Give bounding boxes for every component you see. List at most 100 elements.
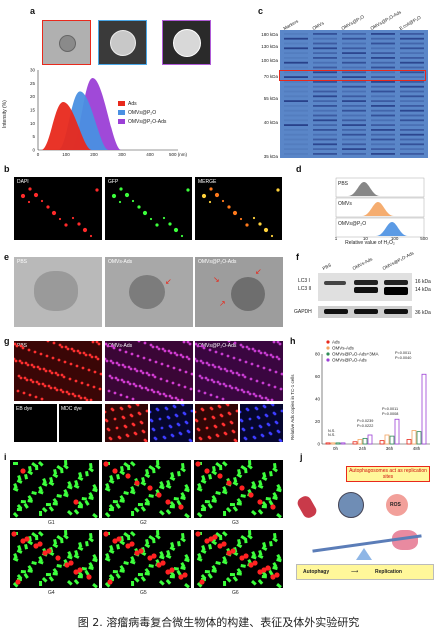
live-cell: [158, 510, 165, 516]
g-omvs-p2o-ads: OMVs@P₂O-Ads: [195, 341, 283, 401]
live-cell: [221, 461, 228, 467]
stain-dot: [159, 377, 163, 381]
gel-band: [371, 57, 395, 59]
stain-dot: [152, 428, 156, 432]
live-cell: [88, 467, 94, 473]
cell-dot: [95, 188, 99, 192]
panel-h-label: h: [290, 336, 296, 346]
stain-dot: [210, 407, 214, 411]
stain-dot: [74, 379, 78, 383]
live-dead-panel: [102, 530, 191, 588]
gel-band: [342, 129, 366, 131]
stain-dot: [49, 386, 53, 390]
gel-band: [400, 153, 424, 155]
stain-dot: [109, 359, 113, 363]
gel-band: [342, 52, 366, 54]
stain-dot: [111, 361, 115, 365]
h-xtick: 24h: [359, 446, 367, 451]
gel-band: [284, 57, 308, 59]
h-annotation: N.S.: [328, 433, 335, 437]
stain-dot: [162, 392, 166, 396]
live-cell: [88, 565, 94, 571]
tem-cell-omvs-p2o-ads: OMVs@P₂O-Ads ↘ ↙ ↗: [195, 257, 283, 327]
live-cell: [200, 549, 207, 554]
flow-row-frame: [335, 177, 425, 198]
stain-dot: [175, 353, 179, 357]
live-cell: [176, 500, 182, 506]
live-cell: [129, 461, 136, 467]
h-ytick: 20: [315, 419, 321, 424]
stain-dot: [214, 425, 218, 429]
wb-kda-36: 36 kDa: [415, 310, 431, 316]
panel-d-label: d: [296, 164, 302, 174]
stain-dot: [245, 345, 249, 349]
gel-band: [400, 57, 424, 59]
h-legend-label: OMVs@P₂O-Ads+3MA: [332, 352, 378, 357]
live-cell: [169, 501, 176, 507]
live-cell: [108, 479, 115, 484]
gel-band: [284, 76, 308, 78]
dead-cell: [134, 550, 140, 556]
gel-band: [313, 109, 337, 112]
stain-dot: [31, 380, 35, 384]
tem-cell-omvs-ads: OMVs-Ads ↙: [105, 257, 193, 327]
stain-dot: [264, 396, 268, 400]
stain-dot: [145, 371, 149, 375]
gel-band: [284, 153, 308, 155]
stain-dot: [156, 390, 160, 394]
stain-dot: [134, 432, 138, 436]
gel-band: [371, 100, 395, 102]
live-cell: [184, 488, 190, 493]
stain-dot: [196, 344, 200, 348]
live-cell: [64, 460, 68, 466]
stain-dot: [273, 385, 277, 389]
stain-dot: [228, 412, 232, 416]
cell-dot: [180, 234, 184, 238]
live-cell: [85, 540, 89, 547]
stain-dot: [275, 421, 279, 425]
stain-dot: [252, 392, 256, 396]
gel-band: [284, 42, 308, 45]
live-cell: [273, 463, 277, 469]
live-cell: [52, 543, 59, 549]
dls-xtick: 300: [118, 152, 126, 157]
live-cell: [250, 580, 257, 586]
gel-band: [400, 129, 424, 131]
stain-dot: [244, 437, 248, 441]
cell-dot: [201, 193, 207, 199]
live-cell: [145, 469, 150, 475]
stain-dot: [153, 375, 157, 379]
stain-dot: [180, 398, 184, 401]
g-eb-dye: EB dye: [14, 404, 57, 442]
gel-band: [284, 100, 308, 102]
gel-kda-label: 100 kDa: [261, 58, 278, 63]
live-cell: [247, 464, 253, 470]
stain-dot: [82, 351, 86, 355]
h-bar: [352, 441, 358, 445]
gel-band: [371, 33, 395, 35]
stain-dot: [248, 417, 252, 421]
gel-band: [284, 66, 308, 69]
stain-dot: [96, 357, 100, 361]
tem-cell-pbs: PBS: [14, 257, 102, 327]
stain-dot: [267, 423, 271, 427]
live-cell: [204, 500, 210, 504]
stain-dot: [120, 407, 124, 411]
stain-dot: [51, 356, 55, 360]
stain-dot: [30, 363, 34, 367]
live-cell: [223, 581, 227, 587]
dead-cell: [103, 531, 109, 537]
live-cell: [52, 568, 58, 574]
stain-dot: [17, 374, 21, 378]
gel-band: [342, 114, 366, 117]
live-cell: [236, 473, 243, 479]
stain-dot: [39, 352, 43, 356]
live-cell: [12, 486, 19, 492]
ros-icon: [386, 494, 408, 516]
stain-dot: [199, 359, 203, 363]
stain-dot: [278, 342, 282, 346]
stain-dot: [183, 412, 187, 416]
live-cell: [27, 564, 33, 571]
stain-dot: [36, 365, 40, 369]
live-cell: [77, 501, 84, 507]
